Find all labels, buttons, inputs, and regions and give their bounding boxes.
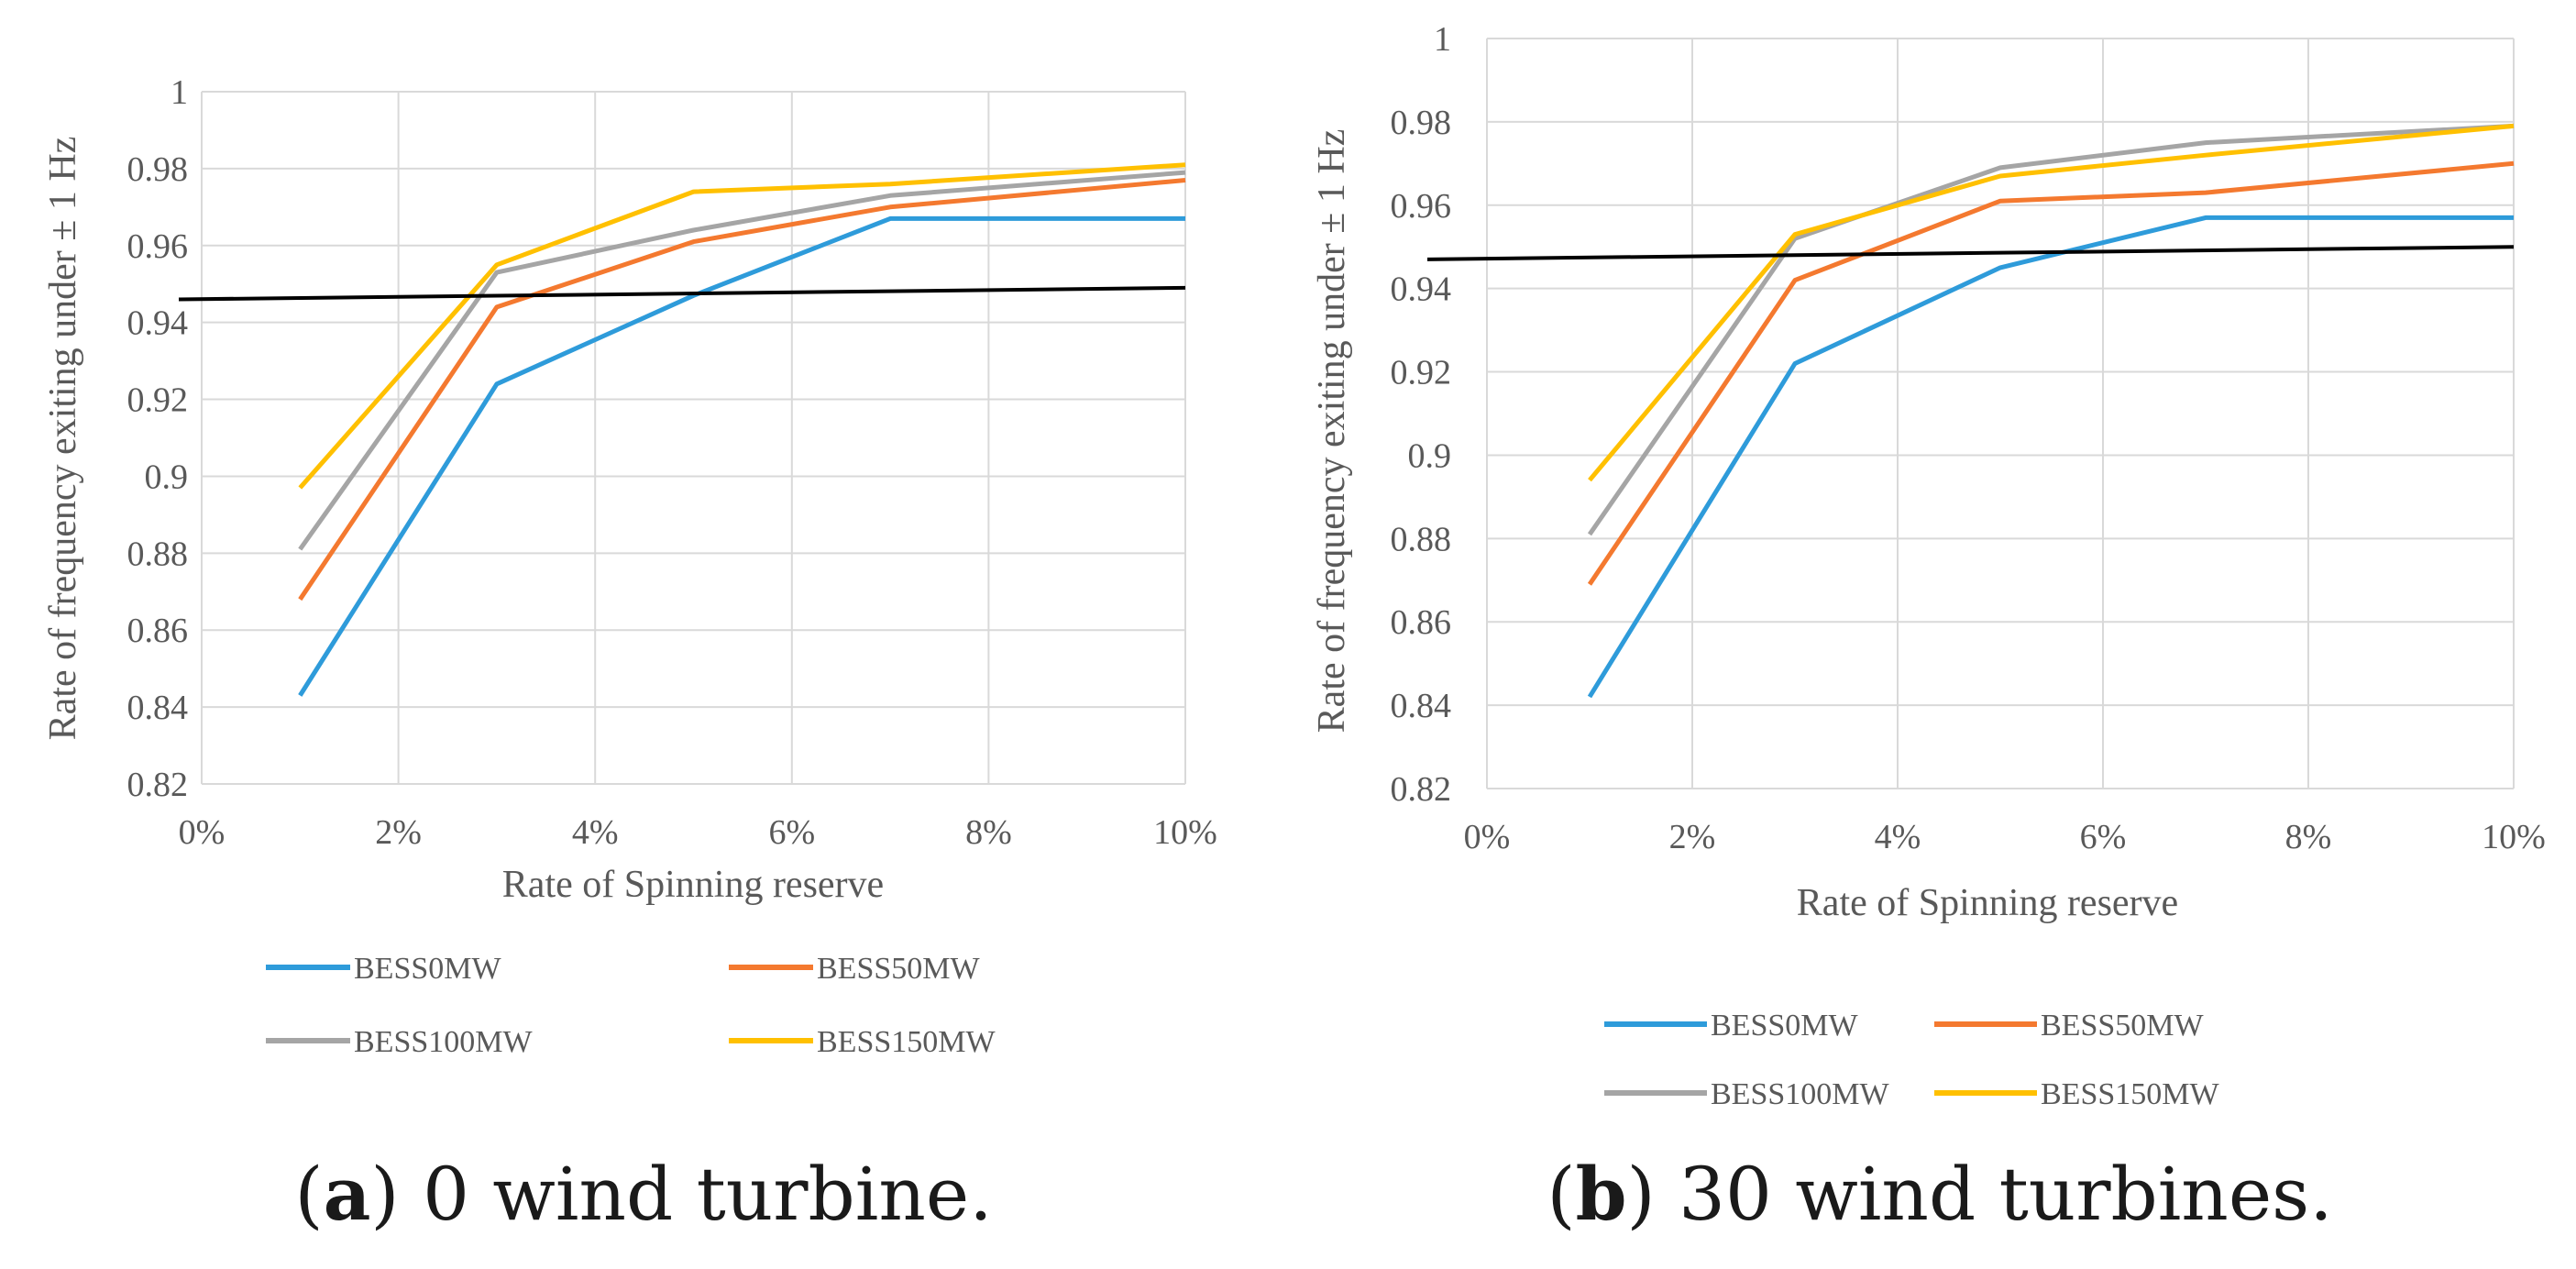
series-line-bess0mw [298, 215, 1185, 697]
caption-text: ) 0 wind turbine. [370, 1152, 992, 1237]
series-line-bess50mw [1587, 160, 2515, 586]
y-tick-label: 0.94 [127, 304, 189, 343]
caption-open-paren: ( [294, 1152, 323, 1237]
x-tick-label: 10% [2482, 818, 2546, 856]
figure-caption: (a) 0 wind turbine. [294, 1151, 992, 1237]
series-line-bess0mw [1587, 215, 2514, 699]
y-tick-label: 0.92 [1391, 354, 1452, 392]
legend-label: BESS150MW [2041, 1077, 2219, 1111]
y-tick-label: 0.98 [127, 150, 189, 189]
y-tick-label: 0.84 [127, 689, 189, 727]
legend-label: BESS0MW [1711, 1009, 1858, 1043]
x-axis-title: Rate of Spinning reserve [502, 864, 884, 906]
x-tick-label: 4% [1875, 818, 1921, 856]
x-axis-title: Rate of Spinning reserve [1797, 882, 2178, 924]
series-line-bess100mw [298, 170, 1186, 551]
legend-label: BESS150MW [817, 1025, 996, 1059]
legend-label: BESS50MW [2041, 1009, 2204, 1043]
x-tick-label: 8% [965, 813, 1012, 852]
caption-letter: b [1576, 1151, 1627, 1237]
caption-text: ) 30 wind turbines. [1627, 1152, 2333, 1237]
x-tick-label: 0% [179, 813, 226, 852]
legend-label: BESS0MW [354, 952, 501, 986]
legend-label: BESS100MW [1711, 1077, 1889, 1111]
y-tick-label: 0.98 [1391, 104, 1452, 142]
series-line-bess150mw [1588, 123, 2515, 482]
y-axis-title: Rate of frequency exiting under ± 1 Hz [42, 137, 84, 741]
y-tick-label: 1 [171, 73, 188, 112]
x-tick-label: 6% [768, 813, 815, 852]
y-tick-label: 0.9 [145, 458, 189, 496]
x-tick-label: 0% [1464, 818, 1511, 856]
x-tick-label: 6% [2080, 818, 2127, 856]
series-line-bess150mw [298, 162, 1186, 490]
y-tick-label: 0.94 [1391, 270, 1452, 309]
y-tick-label: 0.84 [1391, 687, 1452, 725]
y-tick-label: 1 [1434, 20, 1451, 59]
caption-open-paren: ( [1547, 1152, 1575, 1237]
x-tick-label: 10% [1153, 813, 1217, 852]
y-axis-title: Rate of frequency exiting under ± 1 Hz [1311, 129, 1353, 734]
x-tick-label: 8% [2285, 818, 2332, 856]
threshold-line [178, 285, 1186, 302]
y-tick-label: 0.86 [1391, 603, 1452, 642]
series-line-bess100mw [1587, 123, 2515, 536]
y-tick-label: 0.82 [127, 766, 189, 804]
y-tick-label: 0.92 [127, 381, 189, 420]
y-tick-label: 0.96 [127, 227, 189, 266]
series-line-bess50mw [298, 178, 1186, 601]
legend-label: BESS100MW [354, 1025, 533, 1059]
caption-letter: a [324, 1151, 371, 1237]
legend-label: BESS50MW [817, 952, 980, 986]
y-tick-label: 0.88 [127, 535, 189, 573]
y-tick-label: 0.9 [1408, 436, 1452, 475]
x-tick-label: 4% [572, 813, 619, 852]
y-tick-label: 0.82 [1391, 770, 1452, 809]
x-tick-label: 2% [375, 813, 422, 852]
y-tick-label: 0.88 [1391, 520, 1452, 558]
y-tick-label: 0.96 [1391, 187, 1452, 226]
y-tick-label: 0.86 [127, 612, 189, 650]
x-tick-label: 2% [1669, 818, 1716, 856]
figure-caption: (b) 30 wind turbines. [1547, 1151, 2332, 1237]
threshold-line [1426, 245, 2515, 261]
